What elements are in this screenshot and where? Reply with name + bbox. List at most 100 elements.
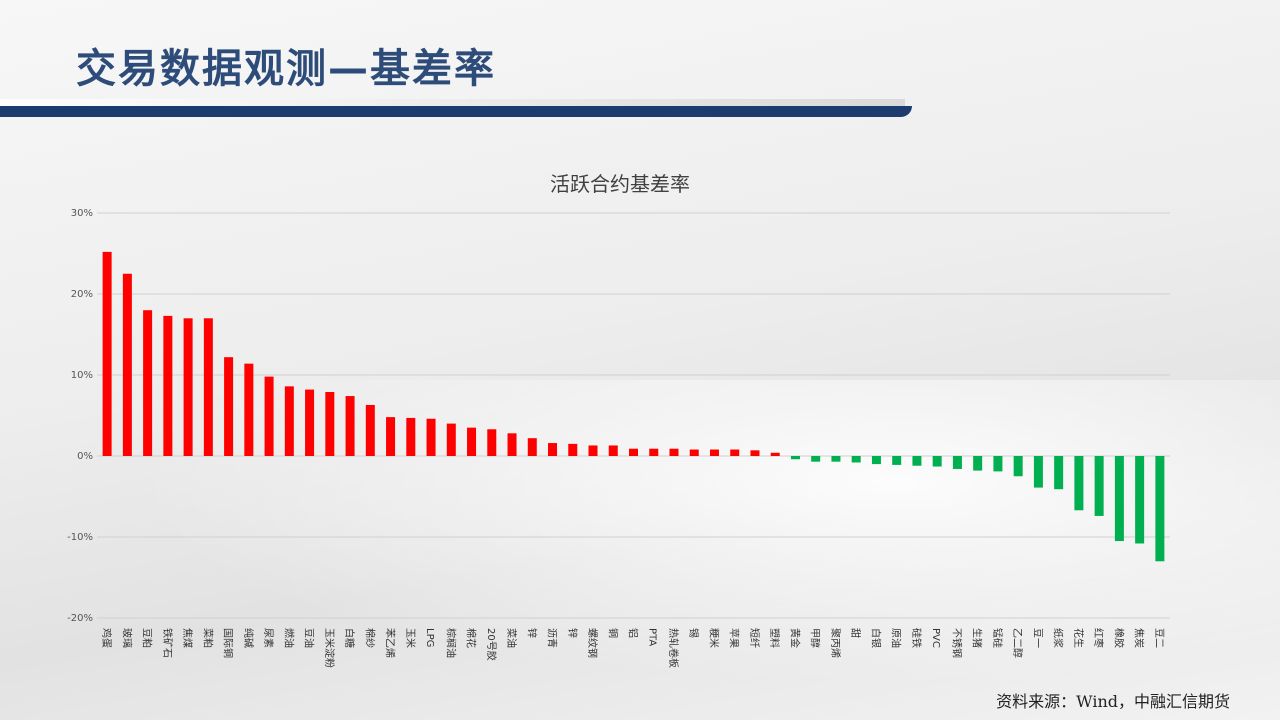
x-tick-label: 花生 [1072,628,1085,648]
background-swoosh [0,380,1280,720]
y-tick-label: 0% [77,451,93,462]
bar [669,448,679,456]
x-tick-label: 锡 [687,628,700,638]
x-tick-label: 玉米 [404,628,417,648]
source-note: 资料来源：Wind，中融汇信期货 [996,692,1230,711]
y-tick-label: 20% [71,289,93,300]
x-tick-label: 豆一 [1031,628,1043,648]
bar [1074,456,1084,511]
bar [406,417,416,456]
x-tick-label: 豆二 [1153,628,1165,648]
bar [203,318,213,456]
bar [446,423,456,456]
bar [467,427,477,456]
bar [548,443,558,456]
bar [102,251,112,456]
bar [284,386,294,456]
bar [871,456,881,465]
x-tick-label: 国际铜 [222,628,234,658]
x-tick-label: 棉纱 [363,628,376,648]
bar [973,456,983,471]
x-tick-label: 纸浆 [1052,628,1065,648]
x-tick-label: 不锈钢 [950,628,963,658]
x-tick-label: 尿素 [262,628,275,648]
bar [1135,456,1145,544]
bar [790,456,800,460]
bar [183,318,193,456]
bar [629,448,638,456]
y-tick-label: -20% [67,613,93,624]
x-tick-label: 聚丙烯 [829,628,842,658]
bar [224,357,234,456]
x-tick-label: 菜油 [505,628,518,648]
x-tick-label: 玉米淀粉 [323,628,336,668]
bar [993,456,1003,472]
x-tick-label: 热轧卷板 [667,628,680,668]
x-tick-label: 焦煤 [181,628,194,648]
bar [487,429,497,456]
x-tick-label: 橡胶 [1112,628,1125,648]
x-tick-label: PTA [647,628,658,646]
bar [345,396,355,456]
bar [1094,456,1104,516]
x-tick-label: 硅铁 [910,628,923,648]
y-tick-label: -10% [67,532,93,543]
bar [244,363,254,456]
x-tick-label: 20号胶 [485,628,498,661]
bar [932,456,942,467]
bar [426,418,436,456]
x-tick-label: 苹果 [728,628,741,648]
x-tick-label: 白银 [869,628,882,648]
x-tick-label: 锌 [566,628,579,638]
bar [588,445,598,456]
x-tick-label: 铝 [627,628,639,638]
bar [143,310,153,456]
x-tick-label: 白糖 [343,628,356,648]
bar [365,404,375,456]
bar [912,456,922,466]
x-tick-label: 螺纹钢 [586,628,599,658]
x-tick-label: 短纤 [748,628,761,648]
bar [831,456,841,462]
x-tick-label: 菜粕 [201,628,214,648]
x-tick-label: 苯乙烯 [384,628,397,658]
x-tick-label: 原油 [890,628,903,648]
x-tick-label: 焦炭 [1133,628,1146,648]
bar [952,456,962,469]
bar [163,315,173,456]
x-tick-label: 粳米 [707,628,720,648]
y-tick-label: 10% [71,370,93,381]
x-tick-label: 红枣 [1092,628,1105,648]
x-tick-label: 玻璃 [120,628,133,648]
x-tick-label: 铁矿石 [161,628,174,658]
bar [811,456,821,462]
bar [386,417,396,456]
x-tick-label: 棕榈油 [444,628,457,658]
bar [1114,456,1124,542]
bar [730,449,740,456]
bar [608,445,618,456]
x-tick-label: 沥青 [546,628,559,648]
bar [507,433,517,456]
x-tick-label: LPG [424,628,435,647]
x-tick-label: 燃油 [282,628,295,648]
bar [1013,456,1023,477]
title-bar [0,106,912,117]
bar [1155,456,1165,562]
bar [568,443,578,456]
bar [122,273,132,456]
bar [1033,456,1043,488]
bar [750,450,760,456]
bar [325,392,335,456]
x-tick-label: 纯碱 [242,628,255,648]
x-tick-label: 乙二醇 [1011,628,1024,658]
x-tick-label: 生猪 [971,628,984,648]
bar [527,438,537,456]
chart-title: 活跃合约基差率 [550,172,690,196]
x-tick-label: 棉花 [465,628,478,648]
bar [649,448,659,456]
bar [851,456,861,463]
x-tick-label: 豆粕 [141,628,154,648]
x-tick-label: 锌 [525,628,538,638]
bar [892,456,902,465]
